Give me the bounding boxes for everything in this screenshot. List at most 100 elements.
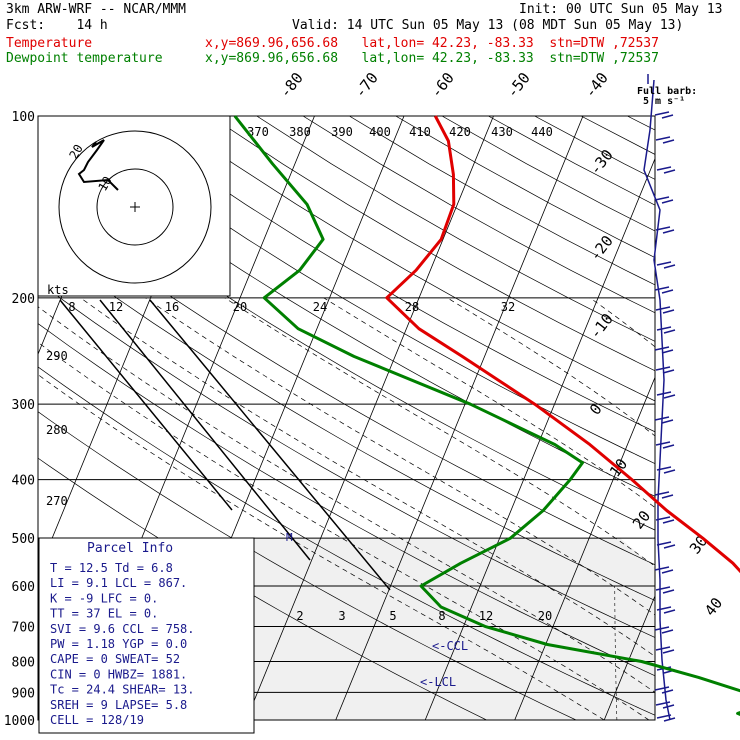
wind-barb-flag	[654, 416, 670, 421]
wind-barb	[654, 346, 674, 354]
parcel-info-row: K = -9 LFC = 0.	[50, 591, 158, 605]
pressure-label: 800	[12, 655, 35, 670]
theta-label: 290	[46, 349, 68, 363]
wind-barb	[654, 626, 674, 634]
isotherm-label: -70	[351, 69, 382, 101]
pressure-label: 600	[12, 580, 35, 595]
dewpoint-label: Dewpoint temperature	[6, 51, 163, 66]
wind-barb-flag	[656, 326, 672, 331]
mixing-ratio-label: 8	[438, 609, 445, 623]
wind-barb-flag	[663, 169, 676, 174]
wind-barb-flag	[662, 444, 675, 449]
wind-barb-flag	[661, 569, 674, 574]
wind-barb-flag	[656, 466, 672, 471]
wind-barb	[654, 686, 674, 694]
wind-barb-flag	[663, 469, 676, 474]
mixing-ratio-label: 2	[296, 609, 303, 623]
mixing-ratio-line	[614, 585, 618, 720]
parcel-info-box: Parcel Info T = 12.5 Td = 6.8LI = 9.1 LCL…	[38, 537, 255, 734]
dry-adiabat	[38, 162, 655, 531]
wind-barb-flag	[662, 309, 675, 314]
wind-barb-flag	[663, 609, 676, 614]
wind-barb-flag	[655, 701, 671, 706]
parcel-info-title: Parcel Info	[87, 541, 173, 556]
dry-adiabat	[163, 116, 655, 402]
dry-adiabat	[38, 125, 655, 497]
isotherm-label: 40	[701, 594, 726, 619]
wind-barb	[655, 441, 675, 449]
wind-barb-flag	[663, 544, 676, 549]
hodograph-ring-label: 10	[95, 174, 114, 194]
parcel-info-frame	[38, 537, 255, 734]
hodograph-ring-outer	[58, 130, 212, 284]
hodograph-ring-inner	[96, 168, 174, 246]
wind-barb-flag	[655, 516, 671, 521]
wind-barb-flag	[654, 346, 670, 351]
wind-barb-flag	[654, 491, 670, 496]
wind-barb-flag	[662, 589, 675, 594]
pressure-label: 300	[12, 398, 35, 413]
wind-barb-flag	[656, 261, 672, 266]
mixing-ratio-label: 5	[389, 609, 396, 623]
parcel-info-row: SVI = 9.6 CCL = 758.	[50, 622, 195, 636]
theta-e-label: 410	[409, 125, 431, 139]
wind-barb-flag	[656, 541, 672, 546]
parcel-info-row: LI = 9.1 LCL = 867.	[50, 576, 187, 590]
speed-reference-line	[149, 299, 391, 591]
wind-barb	[654, 111, 674, 119]
wind-barb-flag	[655, 586, 671, 591]
wind-barb-flag	[655, 441, 671, 446]
wind-barb-flag	[655, 226, 671, 231]
wind-barb	[655, 516, 675, 524]
parcel-info-row: CELL = 128/19	[50, 713, 144, 727]
wind-barb	[654, 491, 674, 499]
wind-barb-flag	[662, 519, 675, 524]
wind-barb	[656, 326, 676, 334]
wind-barb-flag	[656, 714, 672, 719]
theta-e-label: 380	[289, 125, 311, 139]
pressure-label: 400	[12, 474, 35, 489]
speed-reference-line	[59, 299, 233, 511]
wind-barb-flag	[662, 649, 675, 654]
pressure-label: 700	[12, 620, 35, 635]
wind-barb-flag	[654, 111, 670, 116]
isotherm-label: -50	[503, 69, 534, 101]
theta-label: 280	[46, 423, 68, 437]
wind-barb	[656, 391, 676, 399]
theta-e-label: 390	[331, 125, 353, 139]
isotherm	[603, 594, 655, 720]
valid-time: Valid: 14 UTC Sun 05 May 13 (08 MDT Sun …	[292, 18, 684, 33]
hodograph-speed-tick: 12	[109, 300, 123, 314]
speed-reference-line	[99, 299, 311, 561]
wind-barb-flag	[661, 494, 674, 499]
wind-barb	[656, 606, 676, 614]
wind-barb-flag	[654, 286, 670, 291]
wind-barb-flag	[654, 566, 670, 571]
wind-barb	[656, 166, 676, 174]
wind-barb-flag	[656, 606, 672, 611]
wind-barb	[654, 566, 674, 574]
wind-barb	[656, 261, 676, 269]
isotherm	[694, 116, 740, 720]
full-barb-unit: 5 m s⁻¹	[643, 96, 685, 107]
hodograph-speed-tick: 32	[501, 300, 515, 314]
dry-adiabat	[674, 116, 740, 720]
forecast-hour: Fcst: 14 h	[6, 18, 108, 33]
dry-adiabat	[38, 411, 577, 720]
wind-barb-flag	[661, 419, 674, 424]
wind-barb-flag	[661, 114, 674, 119]
wind-barb-flag	[663, 717, 676, 722]
isotherm-label: -20	[586, 232, 617, 264]
theta-e-label: 370	[247, 125, 269, 139]
theta-e-label: 400	[369, 125, 391, 139]
wind-barb-flag	[663, 264, 676, 269]
wind-barb-flag	[662, 704, 675, 709]
theta-e-label: 430	[491, 125, 513, 139]
dry-adiabat	[38, 240, 655, 601]
dry-adiabat	[71, 116, 655, 465]
parcel-info-row: CAPE = 0 SWEAT= 52	[50, 652, 180, 666]
isotherm-label: -10	[586, 310, 617, 342]
plot-frame	[37, 115, 656, 721]
dry-adiabat	[38, 281, 655, 638]
pressure-label: 1000	[4, 714, 35, 729]
